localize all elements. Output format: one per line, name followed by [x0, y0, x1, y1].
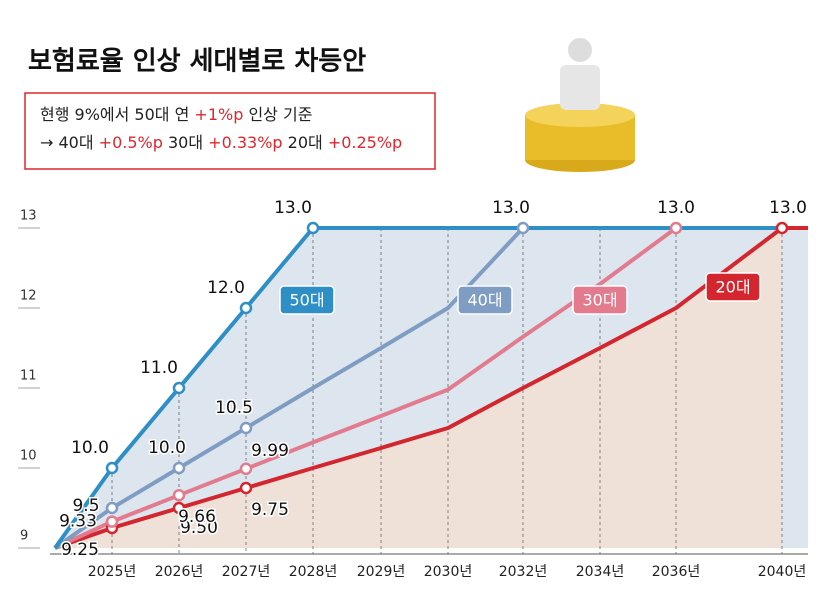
data-label: 12.0 — [207, 278, 245, 298]
data-label: 9.5 — [72, 496, 99, 516]
marker — [239, 301, 253, 315]
marker — [516, 221, 530, 235]
y-tick-label: 12 — [20, 289, 37, 304]
marker — [105, 461, 119, 475]
marker — [775, 221, 789, 235]
legend-label: 20대 — [715, 278, 750, 297]
marker — [239, 421, 253, 435]
legend-tag — [705, 272, 761, 302]
subtitle-segment: 30대 — [163, 133, 208, 152]
data-label: 10.0 — [148, 438, 186, 458]
marker — [172, 501, 186, 515]
marker — [239, 462, 253, 476]
subtitle: → 40대 +0.5%p 30대 +0.33%p 20대 +0.25%p — [40, 133, 402, 152]
data-label: 9.75 — [251, 500, 289, 520]
marker — [105, 501, 119, 515]
y-tick-label: 13 — [20, 209, 37, 224]
data-label: 13.0 — [492, 198, 530, 218]
x-tick-label: 2028년 — [289, 564, 338, 580]
subtitle-segment: 20대 — [283, 133, 328, 152]
chart-title: 보험료율 인상 세대별로 차등안 — [28, 47, 366, 77]
data-label: 13.0 — [769, 198, 807, 218]
marker — [105, 515, 119, 528]
line — [53, 226, 782, 550]
data-label: 9.50 — [180, 518, 218, 538]
data-label: 11.0 — [140, 358, 178, 378]
subtitle: 현행 9%에서 50대 연 +1%p 인상 기준 — [40, 105, 312, 124]
subtitle-segment: +0.33%p — [208, 133, 282, 152]
subtitle-segment: → 40대 — [40, 133, 99, 152]
x-tick-label: 2025년 — [88, 564, 137, 580]
x-tick-label: 2034년 — [576, 564, 625, 580]
subtitle-box — [24, 92, 436, 170]
data-label: 9.33 — [59, 512, 97, 532]
line — [54, 226, 782, 550]
x-tick-label: 2036년 — [652, 564, 701, 580]
marker — [669, 221, 683, 235]
coins-illustration — [525, 38, 635, 172]
legend-label: 50대 — [289, 291, 324, 310]
marker — [172, 488, 186, 502]
data-label: 13.0 — [274, 198, 312, 218]
legend-tag — [572, 285, 628, 315]
data-label: 13.0 — [657, 198, 695, 218]
subtitle-segment: +0.5%p — [99, 133, 163, 152]
y-tick-label: 9 — [20, 529, 28, 544]
data-label: 9.66 — [178, 507, 216, 527]
legend-label: 40대 — [467, 291, 502, 310]
legend-tag — [279, 285, 335, 315]
x-tick-label: 2040년 — [758, 564, 807, 580]
x-tick-label: 2032년 — [499, 564, 548, 580]
marker — [239, 481, 253, 495]
x-tick-label: 2026년 — [155, 564, 204, 580]
marker — [306, 221, 320, 235]
data-label: 9.99 — [251, 441, 289, 461]
data-label: 10.0 — [71, 438, 109, 458]
subtitle-segment: +0.25%p — [328, 133, 402, 152]
subtitle-segment: 인상 기준 — [243, 105, 312, 124]
y-tick-label: 10 — [20, 449, 37, 464]
subtitle-segment: +1%p — [194, 105, 243, 124]
data-label: 9.25 — [61, 540, 99, 560]
data-label: 10.5 — [215, 398, 253, 418]
marker — [172, 381, 186, 395]
legend-label: 30대 — [582, 291, 617, 310]
line — [54, 226, 784, 550]
subtitle-segment: 현행 9%에서 50대 연 — [40, 105, 194, 124]
legend-tag — [457, 285, 513, 315]
x-tick-label: 2029년 — [357, 564, 406, 580]
x-tick-label: 2027년 — [222, 564, 271, 580]
marker — [172, 461, 186, 475]
y-tick-label: 11 — [20, 369, 37, 384]
x-tick-label: 2030년 — [424, 564, 473, 580]
